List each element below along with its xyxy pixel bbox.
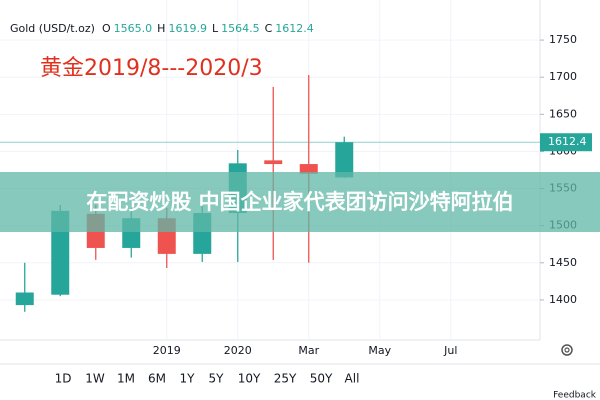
range-button[interactable]: 25Y: [274, 372, 297, 386]
range-button[interactable]: 6M: [148, 372, 166, 386]
candle-body: [299, 164, 318, 174]
range-button[interactable]: 1W: [85, 372, 105, 386]
header-value: 1612.4: [275, 22, 314, 35]
y-tick-label: 1700: [549, 70, 577, 83]
header-value: 1565.0: [114, 22, 153, 35]
range-button[interactable]: 10Y: [238, 372, 261, 386]
y-tick-label: 1750: [549, 33, 577, 46]
header-key: C: [265, 22, 273, 35]
range-button[interactable]: 1Y: [180, 372, 196, 386]
range-button[interactable]: 1D: [55, 372, 72, 386]
x-tick-label: May: [368, 344, 391, 357]
overlay-banner: [0, 172, 600, 232]
symbol: Gold (USD/t.oz): [10, 22, 95, 35]
range-button[interactable]: All: [345, 372, 360, 386]
y-tick-label: 1400: [549, 293, 577, 306]
last-price-label: 1612.4: [548, 135, 587, 148]
range-button[interactable]: 1M: [117, 372, 135, 386]
settings-icon[interactable]: [561, 344, 573, 356]
x-tick-label: Jul: [443, 344, 457, 357]
range-button[interactable]: 5Y: [209, 372, 225, 386]
header-value: 1564.5: [221, 22, 260, 35]
annotation: 黄金2019/8---2020/3: [40, 56, 263, 81]
x-tick-label: Mar: [298, 344, 319, 357]
header-key: O: [102, 22, 111, 35]
header-value: 1619.9: [168, 22, 207, 35]
header-key: L: [212, 22, 219, 35]
candle-body: [264, 160, 283, 165]
y-tick-label: 1450: [549, 256, 577, 269]
last-price-tag: [540, 133, 592, 152]
x-tick-label: 2020: [224, 344, 252, 357]
y-tick-label: 1650: [549, 107, 577, 120]
candle-body: [15, 292, 34, 306]
feedback-link[interactable]: Feedback: [553, 391, 597, 400]
x-tick-label: 2019: [153, 344, 181, 357]
header-key: H: [157, 22, 165, 35]
range-button[interactable]: 50Y: [310, 372, 333, 386]
gear-hub: [564, 347, 570, 353]
candle-body: [335, 142, 354, 178]
overlay-text: 在配资炒股 中国企业家代表团访问沙特阿拉伯: [86, 190, 513, 214]
gear-ring: [561, 344, 573, 356]
